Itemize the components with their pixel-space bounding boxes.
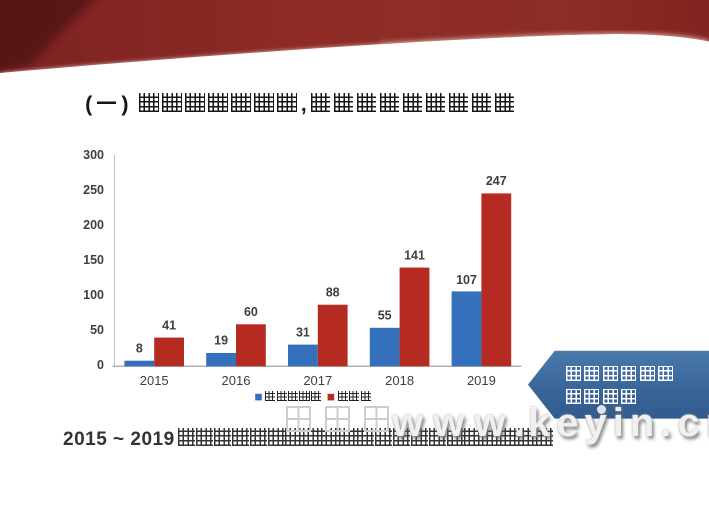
svg-text:55: 55 [378, 309, 392, 323]
svg-text:2016: 2016 [222, 373, 251, 388]
svg-text:2019: 2019 [467, 373, 496, 388]
svg-text:8: 8 [136, 341, 143, 355]
svg-text:60: 60 [244, 305, 258, 319]
svg-text:107: 107 [456, 273, 477, 287]
svg-text:2017: 2017 [303, 373, 332, 388]
svg-text:2015: 2015 [140, 373, 169, 388]
svg-text:300: 300 [83, 148, 104, 162]
svg-text:150: 150 [83, 253, 104, 267]
svg-text:247: 247 [486, 174, 507, 188]
svg-text:250: 250 [83, 183, 104, 197]
svg-text:100: 100 [83, 288, 104, 302]
svg-text:50: 50 [90, 323, 104, 337]
svg-text:19: 19 [214, 334, 228, 348]
svg-text:88: 88 [326, 285, 340, 299]
svg-text:0: 0 [97, 358, 104, 372]
svg-text:31: 31 [296, 325, 310, 339]
svg-text:200: 200 [83, 218, 104, 232]
svg-text:141: 141 [404, 248, 425, 262]
svg-text:41: 41 [162, 318, 176, 332]
svg-text:2018: 2018 [385, 373, 414, 388]
